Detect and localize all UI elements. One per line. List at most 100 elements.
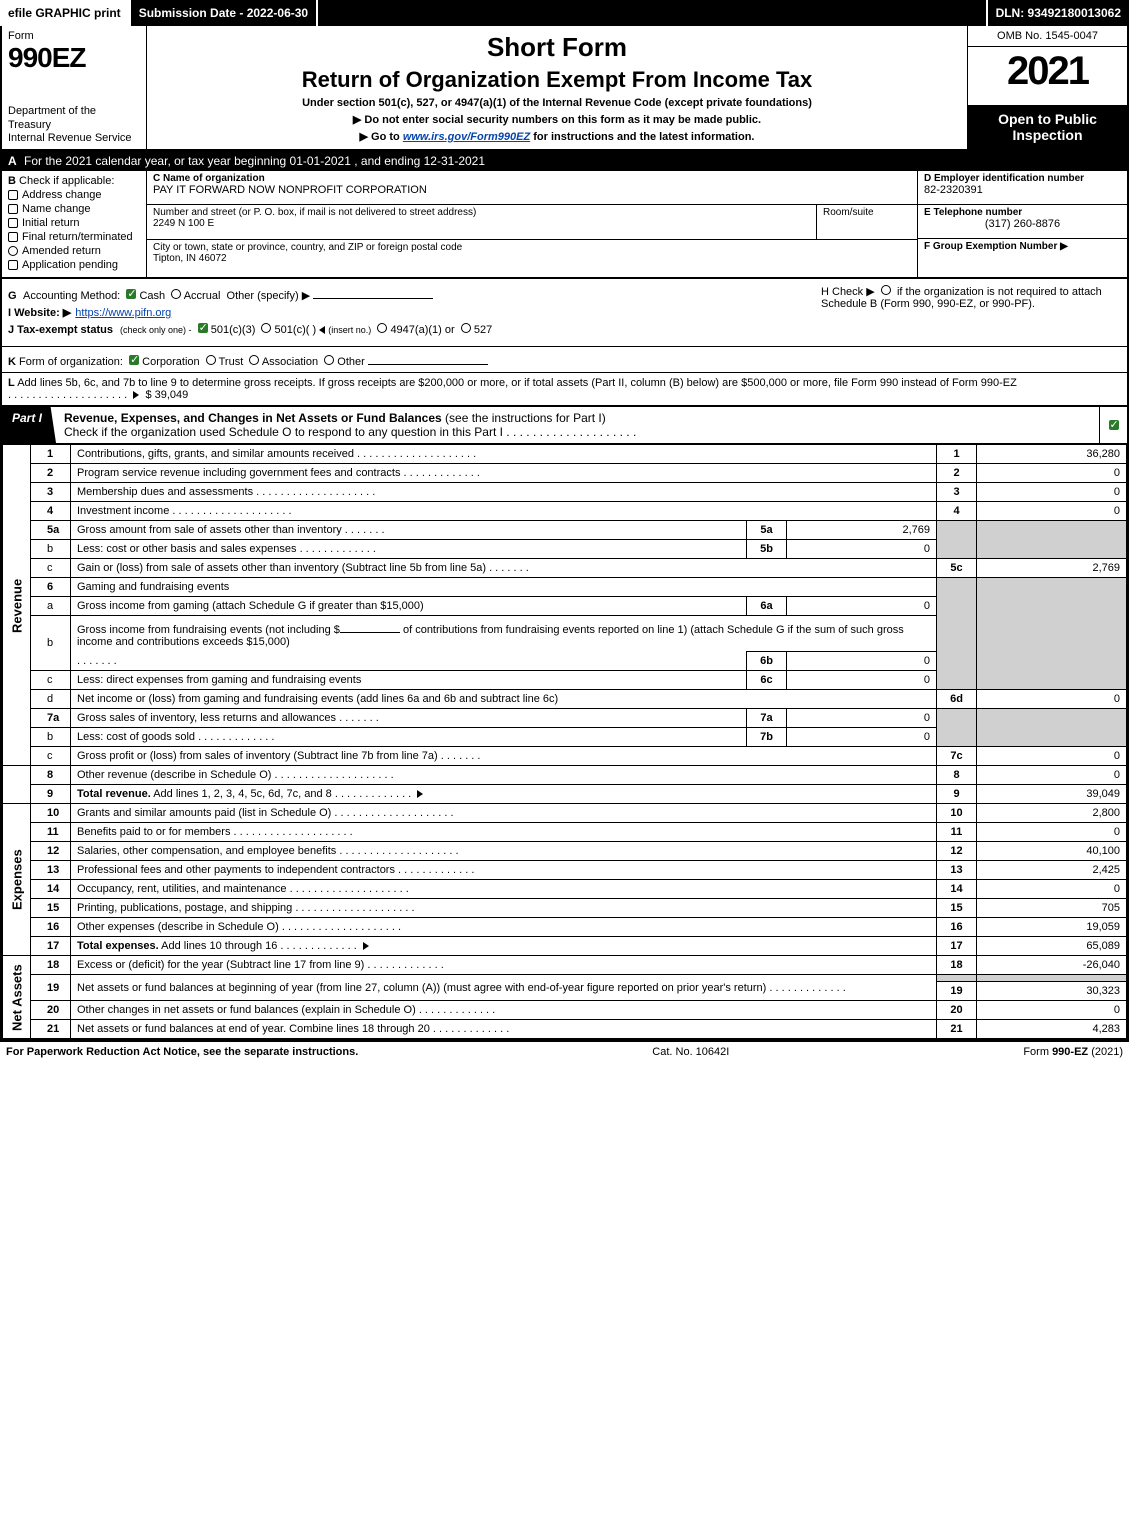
radio-association[interactable]: [249, 355, 259, 365]
line-desc: Other revenue (describe in Schedule O): [71, 766, 937, 785]
short-form-title: Short Form: [155, 32, 959, 63]
line-num: 4: [31, 502, 71, 521]
line-rval: 705: [977, 899, 1127, 918]
line-rval: 0: [977, 483, 1127, 502]
checkbox-cash[interactable]: [126, 289, 136, 299]
form-header: Form 990EZ Department of the Treasury In…: [0, 26, 1129, 151]
grey-cell: [977, 521, 1127, 559]
table-row: 6 Gaming and fundraising events: [3, 578, 1127, 597]
line-num: 20: [31, 1001, 71, 1020]
part1-check-line: Check if the organization used Schedule …: [64, 425, 503, 439]
group-exemption-cell: F Group Exemption Number ▶: [918, 239, 1127, 273]
opt-501c: 501(c)( ): [275, 324, 317, 336]
city-cell: City or town, state or province, country…: [147, 240, 917, 274]
line-desc: Benefits paid to or for members: [71, 823, 937, 842]
line-rval: 0: [977, 690, 1127, 709]
ghij-block: G Accounting Method: Cash Accrual Other …: [0, 279, 1129, 407]
checkbox-application-pending[interactable]: [8, 260, 18, 270]
checkbox-final-return[interactable]: [8, 232, 18, 242]
line-desc-cont: [71, 652, 747, 671]
g-lead: G: [8, 290, 17, 302]
revenue-vertical-cont: [3, 766, 31, 804]
page-footer: For Paperwork Reduction Act Notice, see …: [0, 1041, 1129, 1062]
street-value: 2249 N 100 E: [153, 218, 214, 229]
line-rval: 0: [977, 464, 1127, 483]
line-desc: Total revenue. Add lines 1, 2, 3, 4, 5c,…: [71, 785, 937, 804]
line-num: 9: [31, 785, 71, 804]
line-desc: Gaming and fundraising events: [71, 578, 937, 597]
goto-pre: ▶ Go to: [360, 131, 403, 143]
checkbox-initial-return[interactable]: [8, 218, 18, 228]
other-label: Other (specify) ▶: [227, 290, 311, 302]
line-num: 17: [31, 937, 71, 956]
line-desc: Printing, publications, postage, and shi…: [71, 899, 937, 918]
corp-label: Corporation: [142, 356, 199, 368]
line-desc: Gross income from fundraising events (no…: [71, 616, 937, 652]
goto-post: for instructions and the latest informat…: [530, 131, 754, 143]
checkbox-address-change[interactable]: [8, 190, 18, 200]
radio-4947[interactable]: [377, 323, 387, 333]
part1-title-bold: Revenue, Expenses, and Changes in Net As…: [64, 411, 442, 425]
line-rval: 4,283: [977, 1020, 1127, 1039]
chk-name-change-label: Name change: [22, 203, 91, 215]
street-cell: Number and street (or P. O. box, if mail…: [147, 205, 817, 239]
sub-num: 6b: [747, 652, 787, 671]
contributions-amount-field[interactable]: [340, 619, 400, 633]
part1-badge: Part I: [2, 407, 56, 443]
footer-left: For Paperwork Reduction Act Notice, see …: [6, 1046, 358, 1058]
line-desc: Investment income: [71, 502, 937, 521]
irs-link[interactable]: www.irs.gov/Form990EZ: [403, 131, 530, 143]
radio-other-org[interactable]: [324, 355, 334, 365]
city-value: Tipton, IN 46072: [153, 253, 227, 264]
other-org-field[interactable]: [368, 351, 488, 365]
grey-cell: [937, 521, 977, 559]
radio-no-schedule-b[interactable]: [881, 285, 891, 295]
table-row: 17 Total expenses. Add lines 10 through …: [3, 937, 1127, 956]
footer-right: Form 990-EZ (2021): [1023, 1046, 1123, 1058]
radio-amended-return[interactable]: [8, 246, 18, 256]
line-rval: 65,089: [977, 937, 1127, 956]
line-rval: 2,425: [977, 861, 1127, 880]
line-desc: Gross sales of inventory, less returns a…: [71, 709, 747, 728]
grey-cell: [937, 709, 977, 747]
radio-501c[interactable]: [261, 323, 271, 333]
line-num: 2: [31, 464, 71, 483]
line-rnum: 5c: [937, 559, 977, 578]
line-rval: 39,049: [977, 785, 1127, 804]
other-specify-field[interactable]: [313, 285, 433, 299]
footer-mid: Cat. No. 10642I: [652, 1046, 729, 1058]
table-row: 11 Benefits paid to or for members 11 0: [3, 823, 1127, 842]
header-middle: Short Form Return of Organization Exempt…: [147, 26, 967, 149]
k-label: Form of organization:: [19, 356, 123, 368]
table-row: Expenses 10 Grants and similar amounts p…: [3, 804, 1127, 823]
line-desc: Net assets or fund balances at end of ye…: [71, 1020, 937, 1039]
line-rnum: 8: [937, 766, 977, 785]
cash-label: Cash: [139, 290, 165, 302]
table-row: 21 Net assets or fund balances at end of…: [3, 1020, 1127, 1039]
line-num: 7a: [31, 709, 71, 728]
line-rval: -26,040: [977, 956, 1127, 975]
tax-year: 2021: [968, 47, 1127, 96]
section-k: K Form of organization: Corporation Trus…: [2, 346, 1127, 372]
table-row: 20 Other changes in net assets or fund b…: [3, 1001, 1127, 1020]
radio-accrual[interactable]: [171, 289, 181, 299]
line-num: b: [31, 616, 71, 671]
checkbox-501c3[interactable]: [198, 323, 208, 333]
open-to-public-box: Open to Public Inspection: [968, 105, 1127, 149]
website-link[interactable]: https://www.pifn.org: [75, 307, 171, 319]
checkbox-schedule-o-part1[interactable]: [1109, 420, 1119, 430]
radio-trust[interactable]: [206, 355, 216, 365]
checkbox-corporation[interactable]: [129, 355, 139, 365]
table-row: 15 Printing, publications, postage, and …: [3, 899, 1127, 918]
line-desc: Gross amount from sale of assets other t…: [71, 521, 747, 540]
radio-527[interactable]: [461, 323, 471, 333]
sub-val: 0: [787, 597, 937, 616]
line-num: 8: [31, 766, 71, 785]
line-desc: Less: cost of goods sold: [71, 728, 747, 747]
table-row: 19 Net assets or fund balances at beginn…: [3, 975, 1127, 982]
grey-cell: [977, 975, 1127, 982]
checkbox-name-change[interactable]: [8, 204, 18, 214]
website-line: I Website: ▶https://www.pifn.org: [8, 306, 801, 319]
line-rnum: 11: [937, 823, 977, 842]
line-desc: Gross profit or (loss) from sales of inv…: [71, 747, 937, 766]
